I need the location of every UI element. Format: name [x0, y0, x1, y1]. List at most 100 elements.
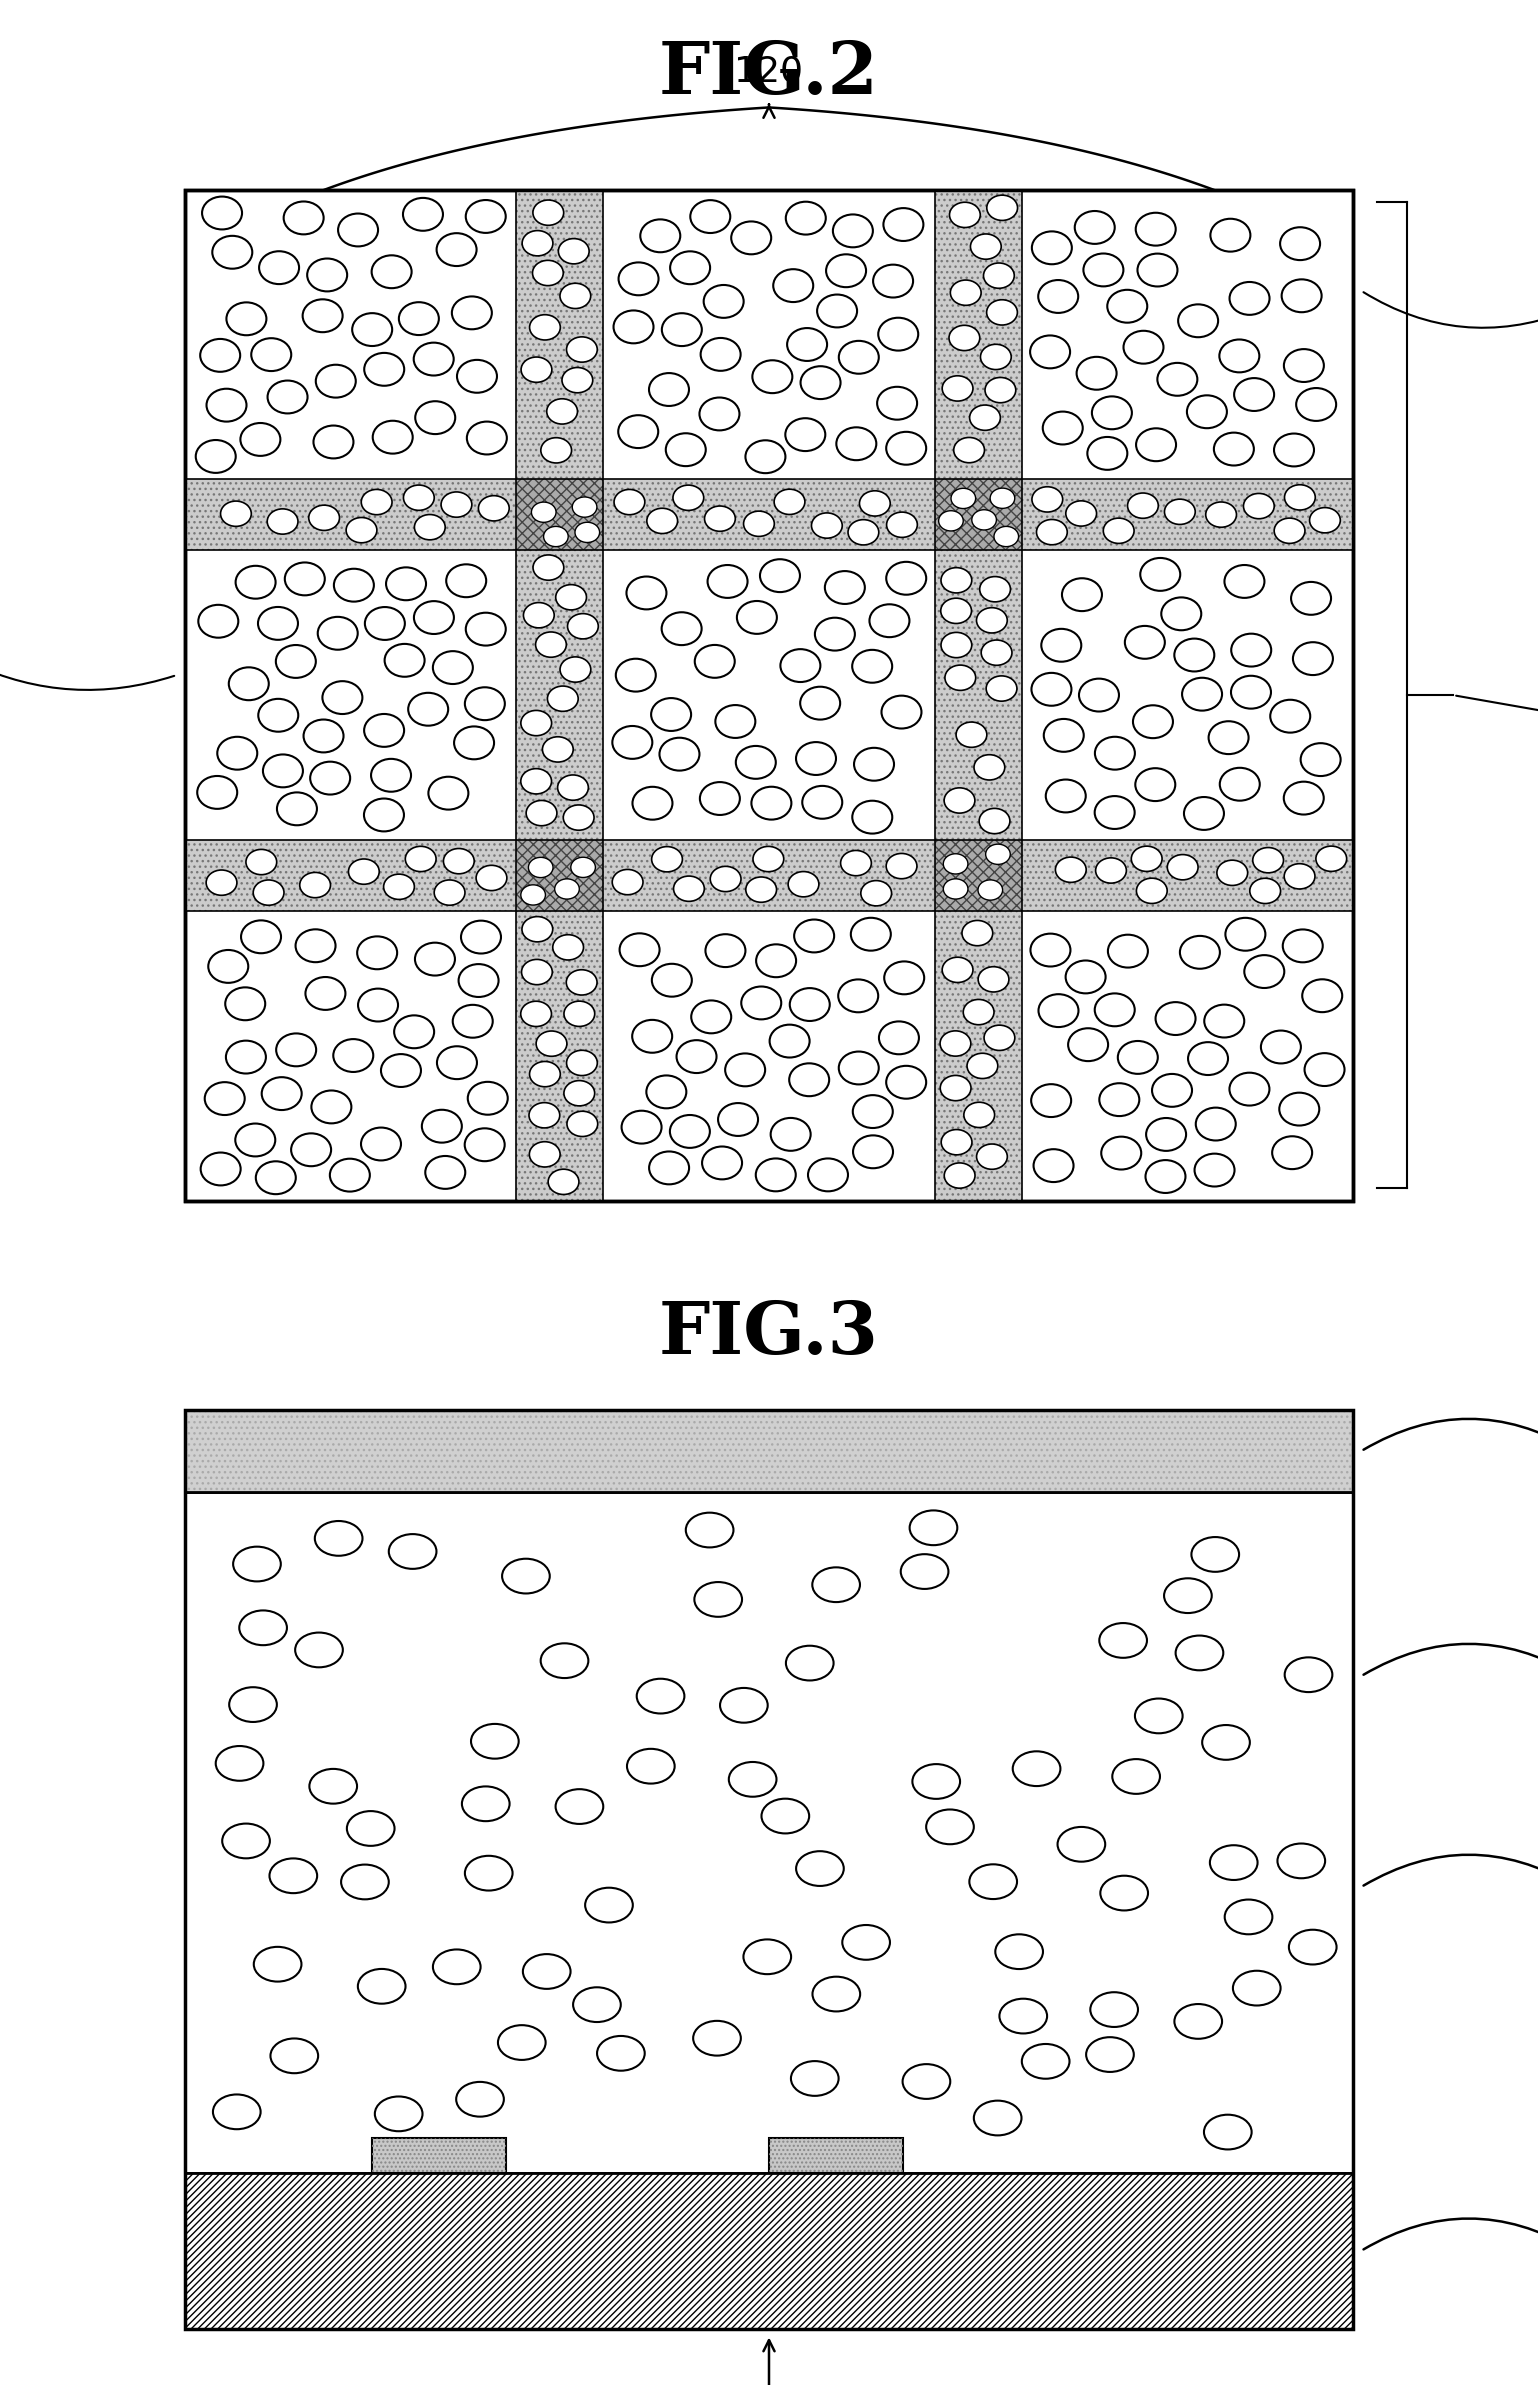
Circle shape — [1100, 1083, 1140, 1116]
Circle shape — [649, 372, 689, 405]
Circle shape — [691, 200, 731, 234]
Circle shape — [1092, 396, 1132, 429]
Bar — [515, 191, 603, 1200]
Circle shape — [566, 336, 597, 363]
Bar — [769, 2137, 903, 2173]
Circle shape — [197, 775, 237, 809]
Circle shape — [352, 312, 392, 346]
Circle shape — [983, 262, 1014, 289]
Circle shape — [1195, 1107, 1235, 1140]
Circle shape — [755, 1159, 795, 1192]
Circle shape — [315, 365, 355, 398]
Circle shape — [283, 200, 323, 234]
Circle shape — [1100, 1875, 1147, 1910]
Circle shape — [1167, 854, 1198, 880]
Circle shape — [429, 778, 469, 809]
Circle shape — [812, 513, 843, 539]
Circle shape — [254, 1946, 301, 1982]
Circle shape — [1229, 1073, 1269, 1107]
Circle shape — [970, 234, 1001, 260]
Circle shape — [372, 420, 412, 453]
Circle shape — [200, 1152, 240, 1185]
Circle shape — [306, 978, 346, 1009]
Circle shape — [558, 238, 589, 265]
Circle shape — [1164, 1579, 1212, 1612]
Circle shape — [612, 725, 652, 758]
Circle shape — [434, 880, 464, 906]
Circle shape — [1152, 1073, 1192, 1107]
Circle shape — [800, 687, 840, 720]
Circle shape — [572, 496, 597, 518]
Circle shape — [597, 2037, 644, 2070]
Circle shape — [394, 1016, 434, 1049]
Circle shape — [521, 231, 552, 255]
Circle shape — [1103, 518, 1134, 544]
Circle shape — [309, 1770, 357, 1803]
Circle shape — [943, 956, 974, 983]
Circle shape — [701, 1147, 741, 1178]
Circle shape — [1077, 358, 1117, 389]
Circle shape — [787, 329, 827, 360]
Circle shape — [961, 921, 992, 947]
Circle shape — [1135, 768, 1175, 801]
Circle shape — [964, 1102, 995, 1128]
Circle shape — [461, 921, 501, 954]
Circle shape — [986, 301, 1017, 324]
Circle shape — [421, 1109, 461, 1142]
Circle shape — [1164, 498, 1195, 525]
Circle shape — [437, 234, 477, 267]
Circle shape — [700, 398, 740, 429]
Circle shape — [754, 847, 784, 871]
Circle shape — [334, 568, 374, 601]
Circle shape — [943, 854, 967, 873]
Circle shape — [258, 606, 298, 639]
Circle shape — [652, 964, 692, 997]
Circle shape — [735, 747, 775, 780]
Bar — [185, 2173, 1353, 2328]
Circle shape — [225, 987, 265, 1021]
Circle shape — [414, 601, 454, 634]
Circle shape — [737, 601, 777, 634]
Circle shape — [546, 398, 577, 425]
Circle shape — [285, 563, 325, 596]
Circle shape — [212, 2094, 260, 2130]
Circle shape — [1270, 699, 1310, 732]
Circle shape — [701, 339, 741, 370]
Circle shape — [640, 219, 680, 253]
Circle shape — [1124, 625, 1164, 658]
Circle shape — [371, 758, 411, 792]
Circle shape — [1192, 1536, 1240, 1572]
Circle shape — [881, 696, 921, 727]
Circle shape — [277, 792, 317, 825]
Circle shape — [1220, 339, 1260, 372]
Circle shape — [903, 2063, 950, 2099]
Circle shape — [1030, 1085, 1070, 1116]
Circle shape — [841, 851, 872, 875]
Circle shape — [1297, 389, 1337, 420]
Circle shape — [552, 935, 583, 961]
Circle shape — [974, 754, 1004, 780]
Circle shape — [1224, 565, 1264, 599]
Bar — [185, 2173, 1353, 2328]
Circle shape — [555, 584, 586, 611]
Circle shape — [1021, 2044, 1069, 2080]
Circle shape — [628, 1748, 675, 1784]
Circle shape — [1309, 508, 1340, 532]
Circle shape — [760, 558, 800, 591]
Circle shape — [1038, 279, 1078, 312]
Circle shape — [461, 1786, 509, 1822]
Circle shape — [521, 959, 552, 985]
Circle shape — [941, 1130, 972, 1154]
Circle shape — [874, 265, 914, 298]
Circle shape — [618, 262, 658, 296]
Circle shape — [794, 921, 834, 952]
Circle shape — [980, 577, 1010, 601]
Circle shape — [746, 878, 777, 902]
Circle shape — [671, 1116, 711, 1147]
Circle shape — [769, 1026, 809, 1057]
Circle shape — [1041, 630, 1081, 661]
Circle shape — [729, 1763, 777, 1796]
Circle shape — [548, 687, 578, 711]
Circle shape — [271, 2039, 318, 2073]
Circle shape — [584, 1887, 632, 1922]
